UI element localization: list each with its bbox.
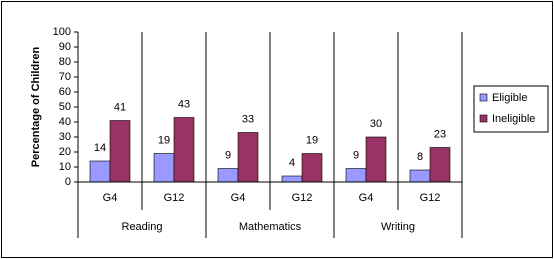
group-label: Reading (122, 221, 163, 233)
bar (345, 168, 367, 183)
group-label: Writing (381, 221, 415, 233)
data-label: 33 (242, 113, 254, 125)
x-tick-label: G12 (420, 192, 441, 204)
y-tick-label: 100 (53, 26, 71, 38)
bar (89, 160, 111, 183)
y-axis-label: Percentage of Children (30, 47, 42, 168)
legend-label: Eligible (492, 92, 527, 104)
group-label: Mathematics (239, 221, 302, 233)
data-label: 9 (225, 149, 231, 161)
data-label: 9 (353, 149, 359, 161)
y-tick-label: 90 (59, 41, 71, 53)
bar (301, 153, 323, 183)
data-label: 41 (114, 101, 126, 113)
bar (173, 117, 195, 183)
data-label: 19 (158, 134, 170, 146)
x-tick-label: G12 (292, 192, 313, 204)
y-tick-label: 80 (59, 56, 71, 68)
bar (237, 132, 259, 183)
x-tick-label: G12 (164, 192, 185, 204)
data-label: 8 (417, 151, 423, 163)
legend-swatch (479, 93, 488, 102)
legend-label: Ineligible (492, 113, 535, 125)
y-tick-label: 10 (59, 161, 71, 173)
bar (429, 147, 451, 183)
bar (153, 153, 175, 183)
y-tick-label: 40 (59, 116, 71, 128)
x-tick-label: G4 (359, 192, 374, 204)
data-label: 23 (434, 128, 446, 140)
data-label: 19 (306, 134, 318, 146)
y-tick-label: 60 (59, 86, 71, 98)
data-label: 30 (370, 118, 382, 130)
y-tick-label: 0 (65, 176, 71, 188)
y-tick-label: 30 (59, 131, 71, 143)
bar (409, 169, 431, 183)
bar (109, 120, 131, 183)
x-tick-label: G4 (231, 192, 246, 204)
bar (281, 175, 303, 183)
x-tick-label: G4 (103, 192, 118, 204)
legend-swatch (479, 114, 488, 123)
bar (365, 136, 387, 183)
y-tick-label: 50 (59, 101, 71, 113)
legend-box (473, 85, 549, 133)
data-label: 4 (289, 157, 295, 169)
data-label: 43 (178, 98, 190, 110)
y-tick-label: 20 (59, 146, 71, 158)
data-label: 14 (94, 142, 106, 154)
y-tick-label: 70 (59, 71, 71, 83)
bar (217, 168, 239, 183)
